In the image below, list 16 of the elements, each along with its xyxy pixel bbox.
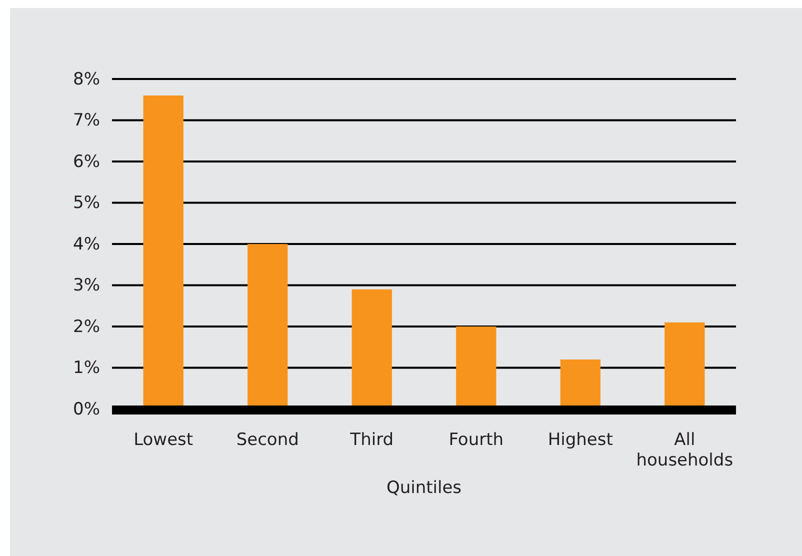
x-tick-label: Lowest: [134, 430, 194, 450]
x-axis-title: Quintiles: [386, 478, 462, 498]
x-tick-label: Fourth: [448, 430, 504, 450]
y-tick-label: 7%: [73, 110, 100, 131]
x-tick-label: Third: [349, 430, 394, 450]
y-tick-label: 8%: [73, 69, 100, 90]
y-tick-label: 4%: [73, 234, 100, 254]
y-tick-label: 6%: [73, 152, 100, 172]
y-tick-label: 5%: [73, 193, 100, 214]
y-tick-label: 1%: [73, 358, 100, 378]
y-tick-label: 0%: [73, 399, 100, 420]
y-tick-label: 3%: [73, 276, 100, 296]
x-tick-label: Highest: [548, 430, 614, 450]
y-tick-label: 2%: [73, 316, 100, 337]
x-tick-label: Second: [236, 430, 299, 450]
x-tick-label: All households: [636, 430, 734, 470]
